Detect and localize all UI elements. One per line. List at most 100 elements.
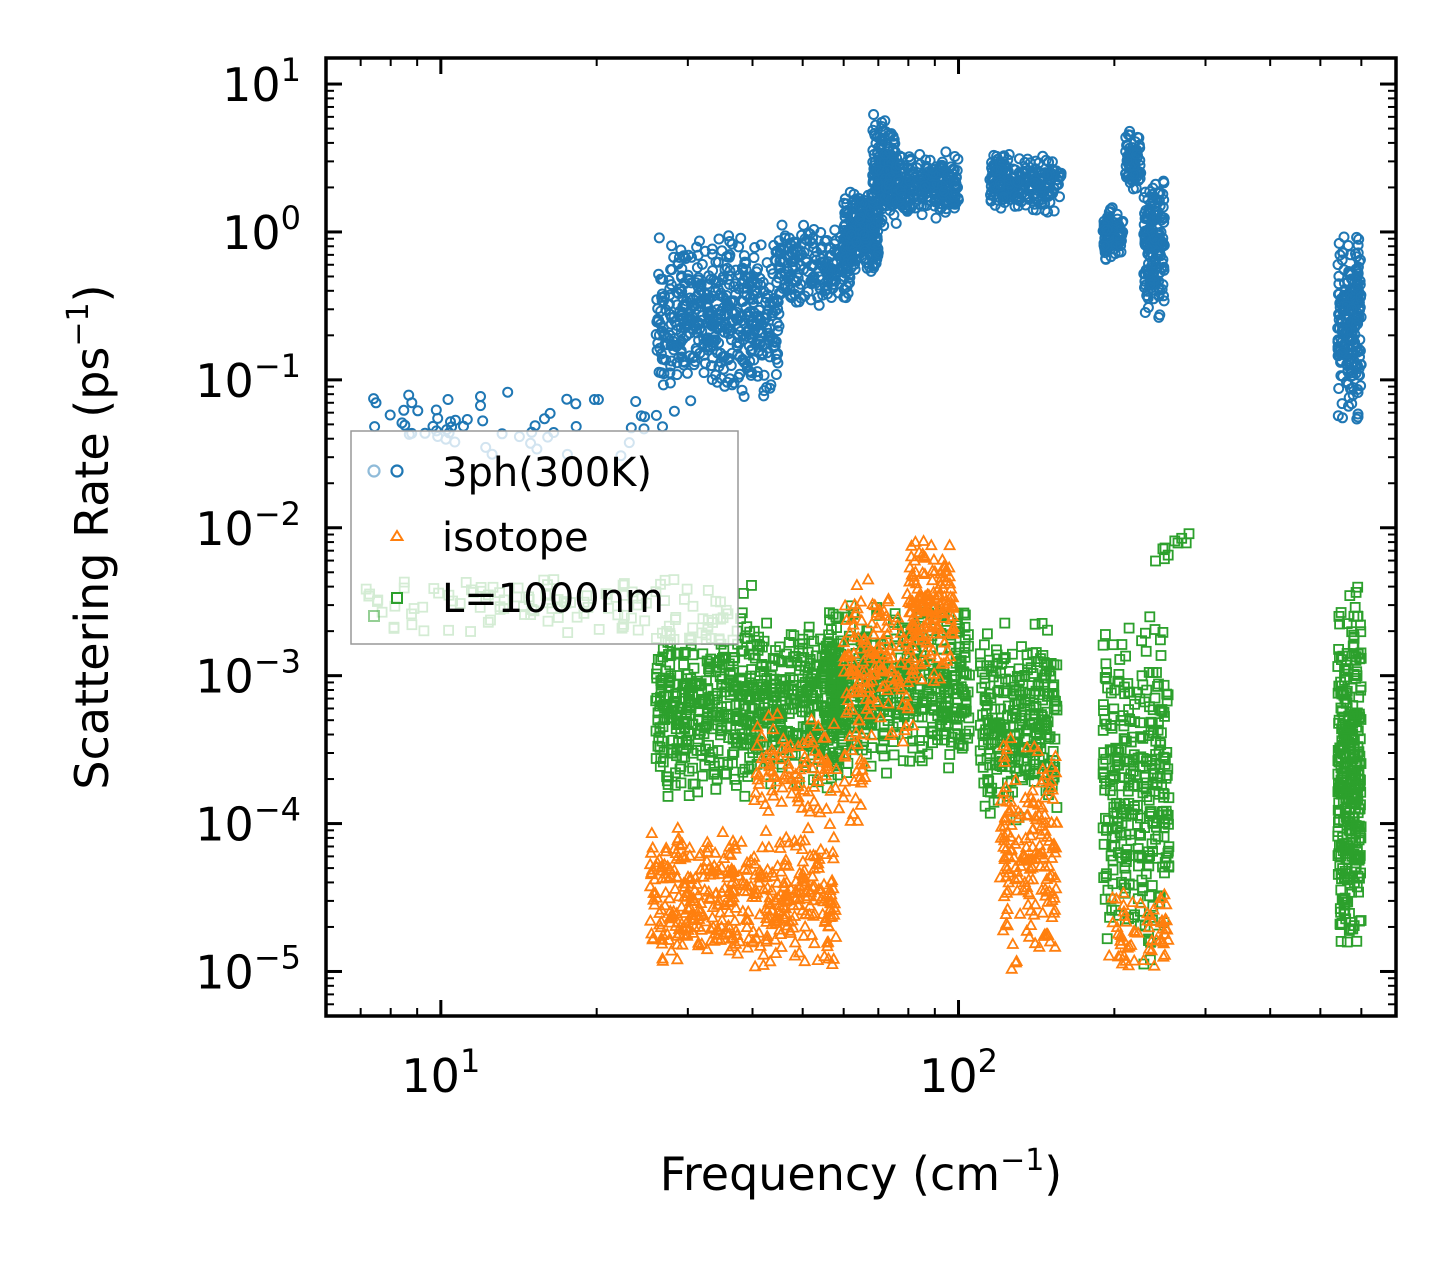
data-point [1334,782,1346,794]
data-point [1161,770,1173,781]
data-point [822,288,833,300]
data-point [794,245,806,257]
data-point [432,412,444,424]
data-point [1139,282,1150,294]
data-point [1029,177,1041,189]
data-point [671,320,683,331]
data-point [652,714,664,726]
data-point [988,149,1000,161]
data-point [655,348,667,360]
data-point [848,202,860,214]
data-point [502,386,514,398]
data-point [737,665,749,677]
data-point [867,144,879,156]
data-point [710,666,722,678]
data-point [737,355,748,366]
data-point [1144,611,1156,623]
data-point [1099,672,1111,683]
data-point [704,752,716,763]
data-point [1153,678,1164,690]
data-point [741,308,753,320]
data-point [1132,131,1144,143]
data-point [630,396,642,407]
data-point [1025,662,1037,673]
data-point [674,763,686,775]
data-point [561,393,573,405]
data-point [984,688,996,700]
data-point [692,249,704,261]
data-point [1340,697,1352,709]
data-point [716,673,728,685]
data-point [1349,708,1361,720]
data-point [692,713,704,725]
data-point [710,783,722,795]
data-point [948,174,960,186]
data-point [1143,730,1154,741]
data-point [1112,759,1123,770]
data-point [1153,788,1165,800]
data-point [721,376,733,388]
data-point [1136,670,1148,682]
data-point [974,745,986,757]
data-point [1098,838,1110,850]
data-point [733,337,745,349]
data-point [1344,908,1355,919]
data-point [1150,735,1162,747]
data-point [792,251,804,263]
data-point [1349,768,1361,779]
data-point [1113,669,1125,680]
data-point [1349,781,1361,792]
data-point [724,236,736,247]
data-point [744,677,755,689]
data-point [841,258,853,269]
data-point [694,679,706,690]
data-point [659,338,671,350]
data-point [398,404,410,416]
data-point [814,282,826,294]
data-point [946,736,957,748]
data-point [885,195,897,206]
data-point [738,588,749,599]
data-point [1135,731,1146,742]
data-point [1354,733,1366,745]
data-point [867,197,879,209]
data-point [403,389,415,401]
data-point [1048,183,1060,195]
data-point [677,312,688,324]
data-point [865,265,877,277]
data-point [982,628,993,640]
data-point [1153,717,1164,729]
data-point [894,150,906,162]
data-point [1335,762,1347,774]
data-point [942,718,954,729]
data-point [999,652,1011,663]
data-point [1119,862,1131,874]
data-point [782,683,794,695]
data-point [655,753,667,764]
data-point [1097,725,1109,736]
data-point [664,289,676,301]
data-point [938,185,950,197]
data-point [1163,861,1175,873]
data-point [442,394,454,405]
data-point [1024,687,1036,699]
data-point [1134,717,1146,729]
data-point [766,295,778,307]
data-point [661,775,673,787]
data-point [807,689,818,701]
data-point [1341,618,1353,629]
data-point [761,617,772,629]
data-point [976,666,988,678]
data-point [1335,919,1346,930]
data-point [1158,751,1169,763]
data-point [412,405,424,417]
data-point [1355,681,1367,693]
data-point [939,728,950,740]
data-point [1352,581,1364,593]
data-point [1156,727,1167,739]
data-point [1107,878,1119,890]
data-point [745,344,757,356]
data-point [1350,651,1361,663]
data-point [832,287,844,299]
data-point [733,241,745,253]
